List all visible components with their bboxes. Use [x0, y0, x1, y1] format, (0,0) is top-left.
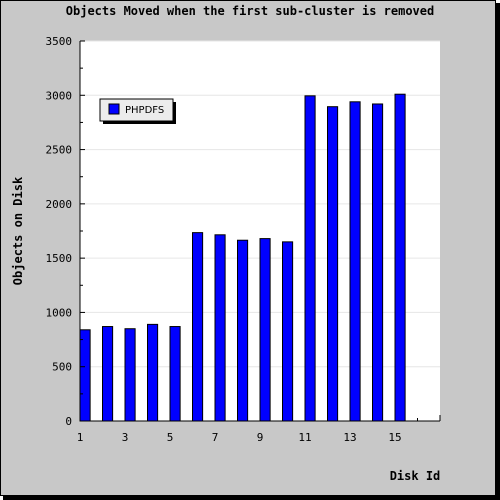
x-tick-labels: 1 3 5 7 9 11 13 15 [77, 431, 402, 444]
y-tick-label: 2000 [46, 198, 73, 211]
frame-shadow-right [496, 3, 500, 500]
bar-14 [372, 103, 384, 422]
y-tick-label: 0 [65, 415, 72, 428]
x-tick-label: 11 [298, 431, 311, 444]
bar-3 [124, 328, 136, 422]
chart-title: Objects Moved when the first sub-cluster… [66, 4, 434, 18]
x-tick-label: 3 [122, 431, 129, 444]
x-tick-label: 15 [388, 431, 401, 444]
x-tick-label: 9 [257, 431, 264, 444]
frame-shadow-bottom [3, 496, 500, 500]
y-tick-label: 3000 [46, 89, 73, 102]
bar-2 [102, 326, 114, 422]
x-tick-label: 13 [343, 431, 356, 444]
x-tick-label: 5 [167, 431, 174, 444]
bar-5 [169, 326, 181, 422]
legend-swatch [108, 103, 120, 115]
x-tick-label: 7 [212, 431, 219, 444]
bar-13 [349, 101, 361, 422]
y-tick-label: 1500 [46, 252, 73, 265]
bars [79, 93, 406, 422]
y-tick-label: 2500 [46, 144, 73, 157]
bar-9 [259, 238, 271, 422]
axes [79, 40, 441, 422]
bar-12 [327, 106, 339, 422]
legend-label: PHPDFS [125, 105, 164, 116]
x-tick-label: 1 [77, 431, 84, 444]
y-tick-label: 1000 [46, 306, 73, 319]
y-tick-label: 3500 [46, 35, 73, 48]
x-axis-label: Disk Id [390, 469, 441, 483]
legend: PHPDFS [99, 98, 176, 124]
bar-7 [214, 234, 226, 422]
bar-8 [237, 239, 249, 422]
bar-15 [394, 93, 406, 422]
bar-1 [79, 329, 91, 422]
y-axis-label: Objects on Disk [11, 176, 25, 285]
y-tick-labels: 0 500 1000 1500 2000 2500 3000 3500 [46, 35, 73, 428]
bar-10 [282, 241, 294, 422]
bar-11 [304, 95, 316, 422]
y-tick-label: 500 [52, 361, 72, 374]
bar-6 [192, 232, 204, 422]
bar-4 [147, 323, 159, 422]
